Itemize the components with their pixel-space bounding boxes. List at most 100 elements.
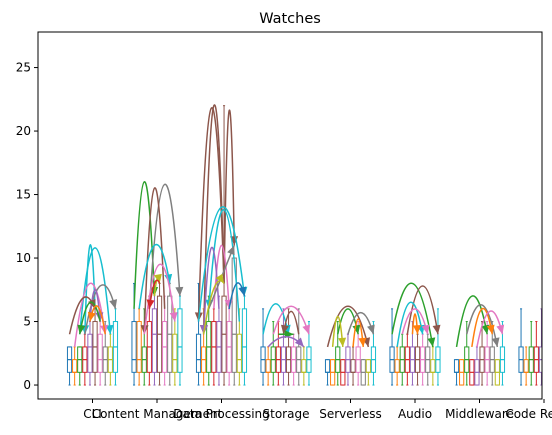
arc-arrowhead	[338, 337, 347, 347]
arc-link	[202, 273, 225, 335]
arc-arrowhead	[432, 324, 441, 335]
y-tick-label: 0	[23, 378, 31, 392]
arc-link	[148, 183, 184, 309]
arc-line	[197, 206, 246, 322]
arc-arrowhead	[358, 337, 367, 347]
x-tick-label: Storage	[263, 407, 310, 421]
box-body	[544, 347, 548, 372]
arc-line	[138, 243, 171, 309]
box-body	[365, 359, 371, 373]
box-group	[66, 308, 119, 386]
box-group	[131, 282, 183, 386]
box-body	[172, 333, 178, 373]
plot-frame	[37, 31, 543, 400]
box-body	[453, 359, 460, 373]
arc-line	[84, 284, 117, 335]
arc-link	[391, 282, 436, 348]
arc-link	[406, 285, 441, 335]
arc-link	[331, 315, 347, 347]
arc-link	[471, 308, 495, 348]
box-body	[97, 333, 103, 373]
box-body	[350, 359, 356, 373]
arc-line	[143, 263, 176, 335]
box-body	[72, 359, 78, 373]
y-tick-label: 15	[16, 188, 31, 202]
x-tick-label: CLI	[83, 407, 102, 421]
box-body	[324, 359, 331, 373]
arc-arrowhead	[153, 273, 162, 284]
box-group	[324, 321, 377, 386]
arc-line	[202, 246, 220, 335]
arc-arrowhead	[169, 312, 178, 322]
arc-link	[228, 282, 247, 309]
arc-arrowhead	[175, 286, 184, 297]
arc-links	[68, 104, 505, 348]
arc-link	[411, 313, 421, 335]
arc-arrowhead	[88, 299, 96, 309]
x-tick-label: Middleware	[445, 407, 514, 421]
arc-arrowhead	[294, 337, 304, 347]
arc-line	[79, 301, 101, 335]
arc-link	[396, 301, 425, 348]
arc-line	[208, 209, 241, 322]
arc-line	[396, 301, 424, 348]
box-body	[265, 359, 271, 373]
arc-link	[352, 318, 367, 348]
plot-area	[66, 104, 548, 386]
box-group	[453, 321, 506, 386]
arc-link	[84, 284, 118, 335]
arc-line	[84, 244, 96, 335]
x-tick-label: Content Management	[92, 407, 223, 421]
y-tick-label: 5	[23, 315, 31, 329]
box-body	[523, 359, 529, 373]
arc-arrowhead	[367, 324, 375, 335]
box-group	[389, 308, 441, 386]
arc-line	[223, 109, 235, 284]
box-body	[236, 333, 242, 373]
arc-line	[455, 295, 488, 348]
arc-arrowhead	[352, 324, 361, 335]
arc-link	[77, 301, 101, 335]
arc-link	[146, 279, 161, 309]
box-groups	[66, 105, 548, 386]
arc-line	[352, 318, 364, 348]
arc-line	[471, 308, 493, 348]
arc-line	[391, 282, 434, 348]
arc-arrowhead	[227, 245, 235, 256]
arc-line	[197, 107, 225, 322]
arc-line	[202, 104, 225, 335]
arc-link	[337, 308, 361, 335]
arc-arrowhead	[496, 324, 505, 335]
arc-link	[347, 312, 375, 335]
arc-arrowhead	[280, 324, 289, 335]
arc-line	[148, 183, 181, 309]
arc-link	[267, 336, 305, 348]
box-body	[177, 308, 183, 373]
arc-line	[331, 315, 344, 347]
chart-title: Watches	[259, 11, 321, 27]
x-tick-label: Code Review	[505, 407, 552, 421]
arc-arrowhead	[77, 324, 86, 335]
arc-arrowhead	[109, 299, 118, 309]
arc-arrowhead	[215, 273, 225, 284]
arc-link	[143, 263, 178, 335]
arc-link	[401, 308, 430, 335]
arc-arrowhead	[302, 324, 311, 335]
y-axis: 0 5 10 15 20 25	[16, 61, 38, 392]
arc-arrowhead	[421, 324, 430, 335]
arc-link	[223, 109, 239, 284]
arc-link	[153, 273, 162, 297]
arc-arrowhead	[427, 337, 436, 347]
arc-arrowhead	[105, 324, 114, 335]
arc-line	[476, 310, 504, 348]
box-body	[195, 333, 202, 373]
arc-arrowhead	[87, 311, 96, 322]
arc-line	[213, 244, 230, 309]
arc-link	[272, 305, 311, 335]
arc-link	[476, 310, 505, 348]
arc-line	[406, 285, 439, 335]
box-body	[430, 359, 436, 373]
